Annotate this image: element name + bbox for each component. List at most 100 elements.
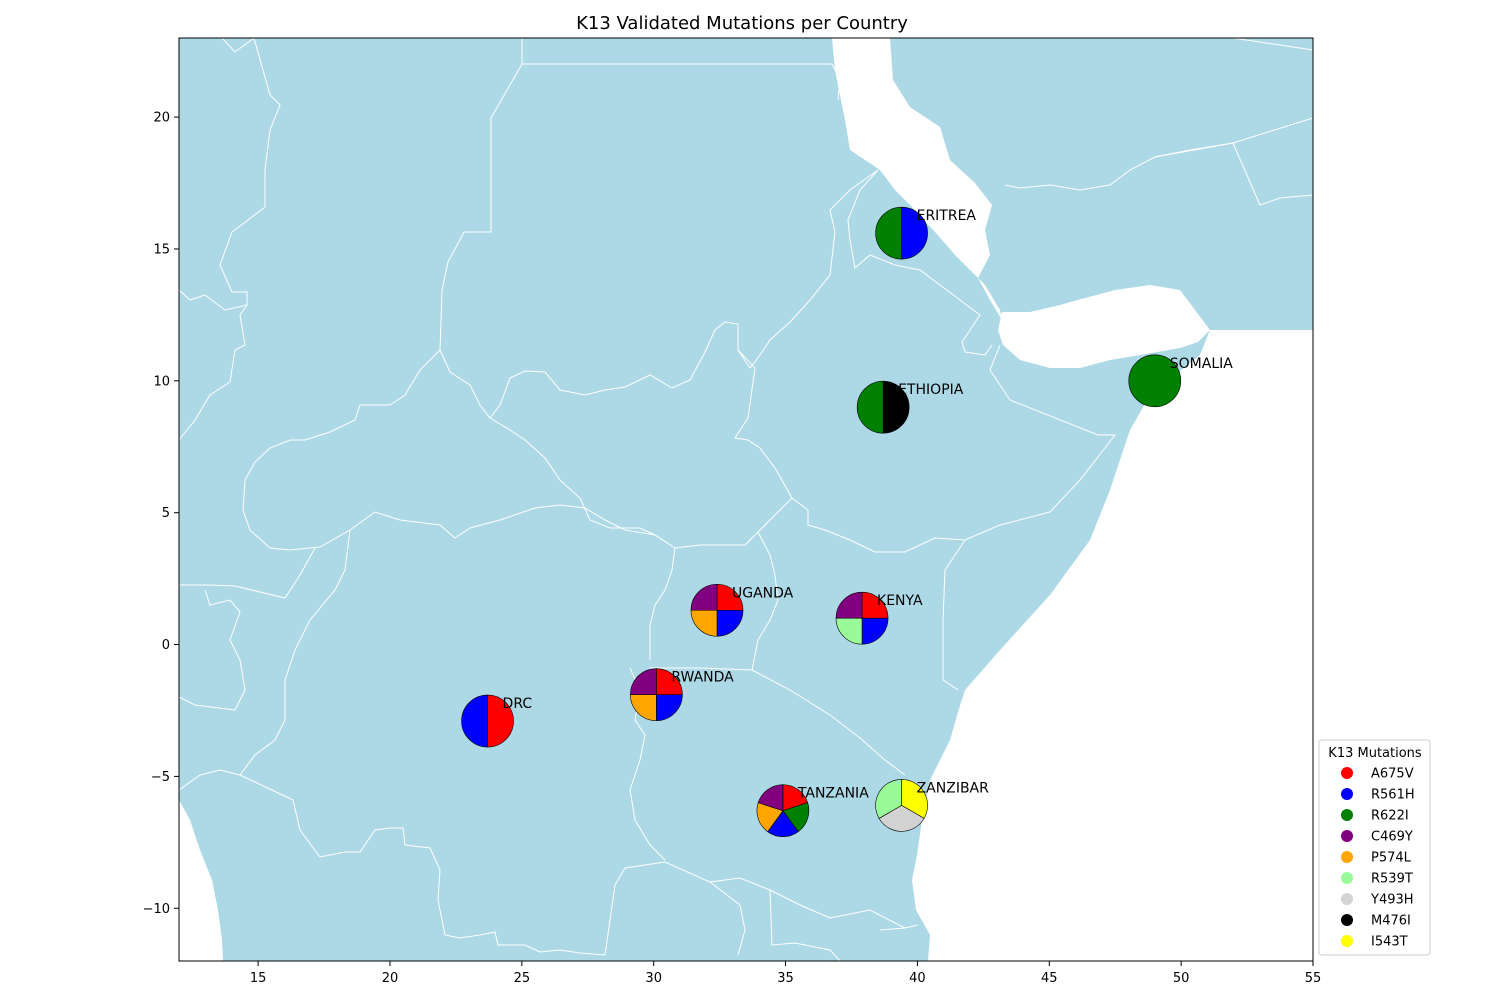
border-niger-chad — [221, 38, 255, 53]
legend-label: C469Y — [1371, 830, 1413, 845]
country-label: TANZANIA — [797, 786, 869, 802]
border-ethiopia-eritrea — [847, 169, 981, 316]
border-kenya-somalia — [942, 539, 966, 691]
country-label: ERITREA — [917, 208, 977, 224]
border-car-chad — [242, 349, 441, 531]
legend-marker — [1341, 935, 1353, 947]
x-tick-label: 20 — [382, 971, 399, 986]
pie-somalia — [1128, 354, 1182, 408]
country-label: ZANZIBAR — [917, 780, 990, 796]
legend-label: I543T — [1371, 935, 1408, 950]
border-zambia-drc — [604, 861, 746, 956]
pie-slice — [901, 779, 928, 819]
country-labels: ERITREA SOMALIA ETHIOPIA UGANDA KENYA RWANDA D… — [503, 208, 1234, 802]
legend-marker — [1341, 767, 1353, 779]
pie-eritrea — [875, 206, 928, 260]
border-car-southsudan — [489, 417, 676, 549]
legend-label: R539T — [1371, 872, 1413, 887]
x-tick-label: 55 — [1305, 971, 1322, 986]
x-axis: 15 20 25 30 35 40 45 50 55 — [250, 961, 1321, 986]
border-southsudan-uganda — [674, 531, 776, 576]
pie-slice — [875, 206, 902, 260]
pie-kenya — [835, 591, 889, 645]
country-label: SOMALIA — [1170, 356, 1233, 372]
pie-slice — [861, 617, 889, 645]
border-libya-sudan — [439, 63, 523, 351]
legend-marker — [1341, 809, 1353, 821]
pie-slice — [716, 583, 744, 611]
legend-label: P574L — [1371, 851, 1412, 866]
pie-slice — [690, 583, 718, 611]
country-borders — [179, 38, 1313, 961]
border-uganda-drc — [649, 547, 676, 660]
pie-tanzania — [756, 784, 810, 837]
border-southsudan-ethiopia — [757, 497, 793, 533]
border-ethiopia-somalia — [989, 344, 1117, 513]
country-label: UGANDA — [732, 585, 794, 601]
pie-slice — [690, 609, 718, 637]
pie-slice — [716, 609, 744, 637]
pie-uganda — [690, 583, 744, 637]
legend-marker — [1341, 851, 1353, 863]
border-uganda-tanzania — [650, 667, 753, 671]
pie-slice — [1128, 354, 1182, 408]
pie-slice — [875, 779, 902, 819]
border-arabia-1 — [1004, 142, 1313, 206]
pie-slice — [487, 694, 514, 748]
red-sea — [832, 38, 1002, 320]
sw-coast-sea — [179, 800, 223, 961]
border-kenya-tanzania — [751, 669, 906, 776]
border-congo-gabon — [179, 547, 316, 599]
border-moz-tanzania — [879, 924, 919, 931]
pie-slice — [656, 668, 683, 695]
pie-slice — [878, 805, 925, 832]
border-arabia-2 — [1154, 117, 1313, 158]
border-cameroon-nigeria — [179, 289, 249, 441]
border-ethiopia-kenya — [791, 497, 1051, 553]
pie-zanzibar — [875, 779, 928, 832]
border-car-drc — [249, 504, 656, 551]
border-gabon-cameroon — [179, 589, 246, 711]
pie-ethiopia — [856, 380, 910, 434]
y-tick-label: 15 — [153, 242, 170, 257]
legend-label: R561H — [1371, 788, 1415, 803]
border-egypt-sudan-east — [831, 63, 841, 101]
y-tick-label: −10 — [143, 902, 170, 917]
y-tick-label: 20 — [153, 111, 170, 126]
pie-slice — [835, 617, 863, 645]
pie-slice — [882, 380, 910, 434]
gulf-of-aden — [998, 285, 1210, 368]
x-tick-label: 15 — [250, 971, 267, 986]
y-axis: −10 −5 0 5 10 15 20 — [143, 111, 179, 917]
legend-label: M476I — [1371, 914, 1411, 929]
border-malawi-moz — [769, 889, 841, 961]
x-tick-label: 35 — [777, 971, 794, 986]
border-chad-sudan — [439, 169, 879, 419]
pie-slice — [856, 380, 884, 434]
legend-marker — [1341, 788, 1353, 800]
indian-ocean — [912, 330, 1313, 961]
legend-label: Y493H — [1370, 893, 1414, 908]
border-zambia-tanzania — [709, 877, 906, 929]
border-ethiopia-djibouti — [961, 314, 993, 356]
border-sudan-southsudan — [734, 349, 793, 499]
x-tick-label: 40 — [909, 971, 926, 986]
pie-slice — [757, 784, 784, 812]
pie-slice — [630, 694, 657, 721]
legend-marker — [1341, 914, 1353, 926]
map-area — [179, 38, 1313, 961]
legend: K13 Mutations A675V R561H R622I C469Y P574L R… — [1318, 739, 1431, 956]
legend-label: A675V — [1371, 767, 1414, 782]
border-arabia-3 — [1232, 38, 1313, 51]
border-uganda-kenya — [751, 574, 779, 671]
sea-areas — [179, 38, 1313, 961]
legend-label: R622I — [1371, 809, 1409, 824]
border-drc-congo — [239, 529, 351, 776]
country-label: RWANDA — [671, 670, 734, 686]
country-label: ETHIOPIA — [898, 382, 964, 398]
pie-slice — [656, 694, 683, 721]
pie-markers — [461, 206, 1182, 837]
y-tick-label: −5 — [151, 770, 170, 785]
legend-marker — [1341, 830, 1353, 842]
